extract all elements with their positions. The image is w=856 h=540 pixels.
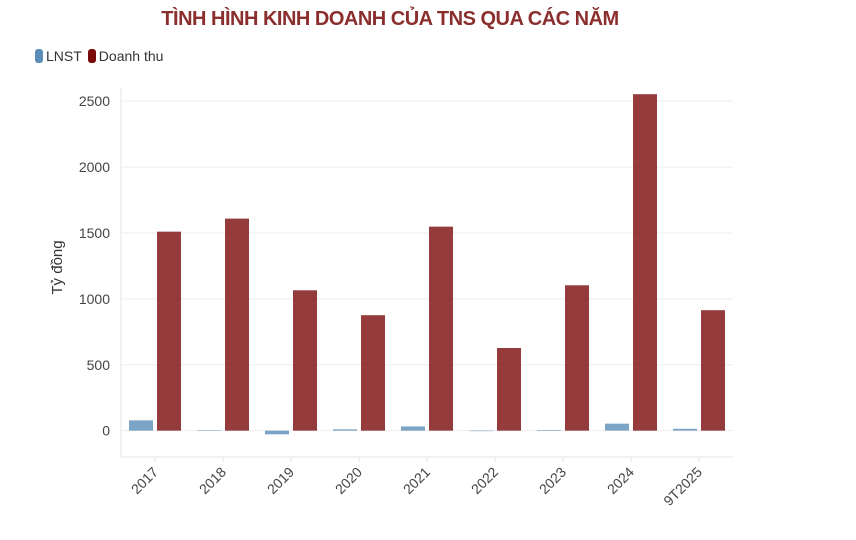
x-tick-label: 9T2025 xyxy=(660,464,705,509)
bar-lnst xyxy=(537,429,561,431)
x-tick-label: 2022 xyxy=(468,464,501,497)
x-tick-label: 2018 xyxy=(196,464,229,497)
bar-doanh-thu xyxy=(225,218,249,431)
x-tick-label: 2020 xyxy=(332,464,365,497)
legend-item-lnst[interactable]: LNST xyxy=(35,48,82,64)
bar-doanh-thu xyxy=(633,94,657,431)
bar-lnst xyxy=(673,428,697,431)
x-tick-label: 2021 xyxy=(400,464,433,497)
legend-item-doanh-thu[interactable]: Doanh thu xyxy=(87,48,164,64)
bar-doanh-thu xyxy=(361,315,385,431)
legend-label-doanh-thu: Doanh thu xyxy=(98,48,164,64)
bar-lnst xyxy=(265,430,289,435)
y-tick-label: 2500 xyxy=(79,93,110,109)
bar-doanh-thu xyxy=(497,348,521,431)
bar-doanh-thu xyxy=(565,285,589,431)
legend-label-lnst: LNST xyxy=(46,48,82,64)
x-tick-label: 2024 xyxy=(604,464,637,497)
bar-lnst xyxy=(333,429,357,431)
bar-doanh-thu xyxy=(293,290,317,431)
bar-lnst xyxy=(197,430,221,432)
bar-doanh-thu xyxy=(429,226,453,431)
bar-lnst xyxy=(469,430,493,432)
legend-swatch-lnst xyxy=(35,49,43,63)
legend-swatch-doanh-thu xyxy=(87,49,96,63)
x-tick-label: 2023 xyxy=(536,464,569,497)
bar-doanh-thu xyxy=(701,310,725,431)
bar-lnst xyxy=(129,420,153,431)
y-tick-label: 1500 xyxy=(79,225,110,241)
y-axis-title: Tỷ đồng xyxy=(49,240,66,294)
x-tick-label: 2017 xyxy=(128,464,161,497)
bar-lnst xyxy=(605,423,629,431)
bar-lnst xyxy=(401,426,425,431)
y-tick-label: 500 xyxy=(87,357,111,373)
y-tick-label: 1000 xyxy=(79,291,110,307)
y-tick-label: 0 xyxy=(102,423,110,439)
legend: LNST Doanh thu xyxy=(35,48,163,64)
x-tick-label: 2019 xyxy=(264,464,297,497)
y-tick-label: 2000 xyxy=(79,159,110,175)
bar-doanh-thu xyxy=(157,231,181,431)
chart-title: TÌNH HÌNH KINH DOANH CỦA TNS QUA CÁC NĂM xyxy=(161,8,619,30)
